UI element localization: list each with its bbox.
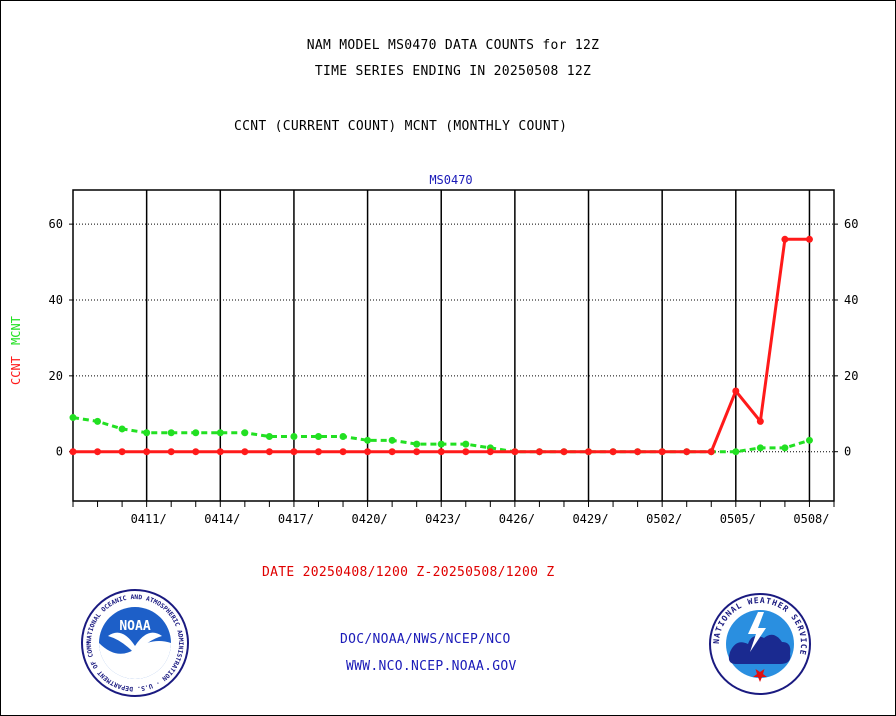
noaa-logo-text: NOAA [119,619,150,634]
data-point-mcnt [265,433,273,441]
data-point-ccnt [634,448,642,456]
data-point-ccnt [732,387,740,395]
data-point-ccnt [216,448,224,456]
x-tick-label: 0426/ [499,512,535,526]
y-tick-label-left: 0 [56,445,63,459]
data-point-ccnt [167,448,175,456]
x-tick-label: 0420/ [352,512,388,526]
data-point-ccnt [781,235,789,243]
data-point-mcnt [192,429,200,437]
data-point-ccnt [511,448,519,456]
y-tick-label-right: 60 [844,217,858,231]
date-range-label: DATE 20250408/1200 Z-20250508/1200 Z [262,565,555,580]
data-point-ccnt [388,448,396,456]
data-point-mcnt [364,436,372,444]
footer-org-path: DOC/NOAA/NWS/NCEP/NCO [340,632,511,647]
data-point-ccnt [535,448,543,456]
data-point-ccnt [658,448,666,456]
data-point-mcnt [167,429,175,437]
y-tick-label-right: 40 [844,293,858,307]
plot-area-border [72,189,835,502]
x-tick-label: 0429/ [572,512,608,526]
data-point-ccnt [118,448,126,456]
data-point-mcnt [290,433,298,441]
x-tick-label: 0411/ [131,512,167,526]
noaa-logo: NATIONAL OCEANIC AND ATMOSPHERIC ADMINIS… [80,588,189,697]
data-point-ccnt [413,448,421,456]
y-tick-label-right: 20 [844,369,858,383]
data-point-mcnt [94,417,102,425]
y-tick-label-left: 40 [49,293,63,307]
data-point-mcnt [413,440,421,448]
data-point-ccnt [805,235,813,243]
data-point-mcnt [805,436,813,444]
data-point-mcnt [437,440,445,448]
x-tick-label: 0505/ [720,512,756,526]
data-point-ccnt [143,448,151,456]
y-axis-label-mcnt: MCNT [9,316,23,345]
data-point-ccnt [241,448,249,456]
data-point-ccnt [265,448,273,456]
chart-title: NAM MODEL MS0470 DATA COUNTS for 12Z [306,38,600,53]
data-point-ccnt [683,448,691,456]
data-point-mcnt [388,436,396,444]
data-point-ccnt [94,448,102,456]
data-point-ccnt [486,448,494,456]
data-point-mcnt [314,433,322,441]
data-point-mcnt [339,433,347,441]
x-axis-ticks: 0411/0414/0417/0420/0423/0426/0429/0502/… [72,501,835,526]
data-point-ccnt [314,448,322,456]
data-point-mcnt [462,440,470,448]
data-point-mcnt [143,429,151,437]
station-label: MS0470 [429,173,472,187]
data-point-ccnt [560,448,568,456]
x-tick-label: 0502/ [646,512,682,526]
nws-logo: NATIONAL WEATHER SERVICE [709,593,811,695]
chart-title-line2: TIME SERIES ENDING IN 20250508 12Z [314,64,592,79]
data-point-ccnt [462,448,470,456]
data-point-ccnt [364,448,372,456]
data-point-mcnt [781,444,789,452]
data-point-ccnt [756,417,764,425]
data-point-mcnt [241,429,249,437]
data-point-ccnt [69,448,77,456]
data-point-ccnt [707,448,715,456]
data-point-mcnt [118,425,126,433]
x-tick-label: 0508/ [793,512,829,526]
footer-website: WWW.NCO.NCEP.NOAA.GOV [346,659,517,674]
data-point-ccnt [437,448,445,456]
y-axis-label-ccnt: CCNT [9,356,23,385]
data-point-ccnt [339,448,347,456]
series-layer [69,235,813,456]
data-point-ccnt [609,448,617,456]
horizontal-gridlines [73,223,834,453]
data-point-mcnt [216,429,224,437]
data-point-mcnt [69,414,77,422]
x-tick-label: 0423/ [425,512,461,526]
data-point-ccnt [290,448,298,456]
data-point-ccnt [585,448,593,456]
y-tick-label-right: 0 [844,445,851,459]
x-tick-label: 0414/ [204,512,240,526]
x-tick-label: 0417/ [278,512,314,526]
data-point-mcnt [756,444,764,452]
data-point-ccnt [192,448,200,456]
data-point-mcnt [732,448,740,456]
chart-subtitle: CCNT (CURRENT COUNT) MCNT (MONTHLY COUNT… [234,119,568,134]
y-tick-label-left: 20 [49,369,63,383]
y-axis-ticks: 0 0 20 20 40 40 60 60 [49,217,859,459]
y-tick-label-left: 60 [49,217,63,231]
